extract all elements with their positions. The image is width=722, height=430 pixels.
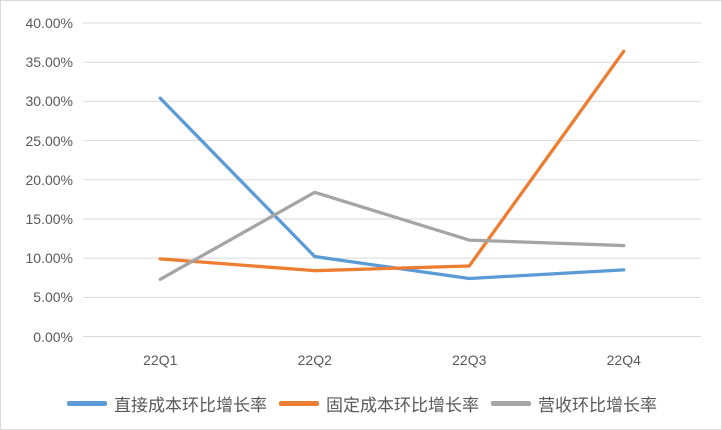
series-line-2 (158, 49, 626, 273)
legend-line-swatch (491, 400, 531, 406)
series-line-3 (158, 190, 626, 281)
y-tick-label: 10.00% (25, 250, 73, 267)
legend-item: 固定成本环比增长率 (279, 391, 479, 416)
legend-item: 直接成本环比增长率 (67, 391, 267, 416)
legend-line-swatch (67, 400, 107, 406)
y-tick-label: 40.00% (25, 15, 73, 31)
legend-label: 固定成本环比增长率 (326, 395, 479, 416)
x-tick-label: 22Q4 (606, 352, 641, 368)
legend-item: 营收环比增长率 (491, 391, 657, 416)
x-tick-label: 22Q2 (297, 352, 332, 368)
y-tick-label: 30.00% (25, 93, 73, 110)
legend-line-swatch (279, 400, 319, 406)
y-tick-label: 5.00% (33, 289, 73, 306)
chart-legend: 直接成本环比增长率 固定成本环比增长率 营收环比增长率 (1, 389, 721, 417)
legend-label: 直接成本环比增长率 (114, 395, 267, 416)
series-line-1 (158, 96, 626, 281)
x-axis-labels: 22Q1 22Q2 22Q3 22Q4 (1, 351, 721, 371)
x-tick-label: 22Q1 (143, 352, 178, 368)
legend-label: 营收环比增长率 (538, 395, 657, 416)
x-tick-label: 22Q3 (452, 352, 487, 368)
y-tick-label: 35.00% (25, 54, 73, 71)
y-tick-label: 0.00% (33, 328, 73, 345)
y-tick-label: 15.00% (25, 210, 73, 227)
y-tick-label: 20.00% (25, 171, 73, 188)
y-tick-label: 25.00% (25, 132, 73, 149)
